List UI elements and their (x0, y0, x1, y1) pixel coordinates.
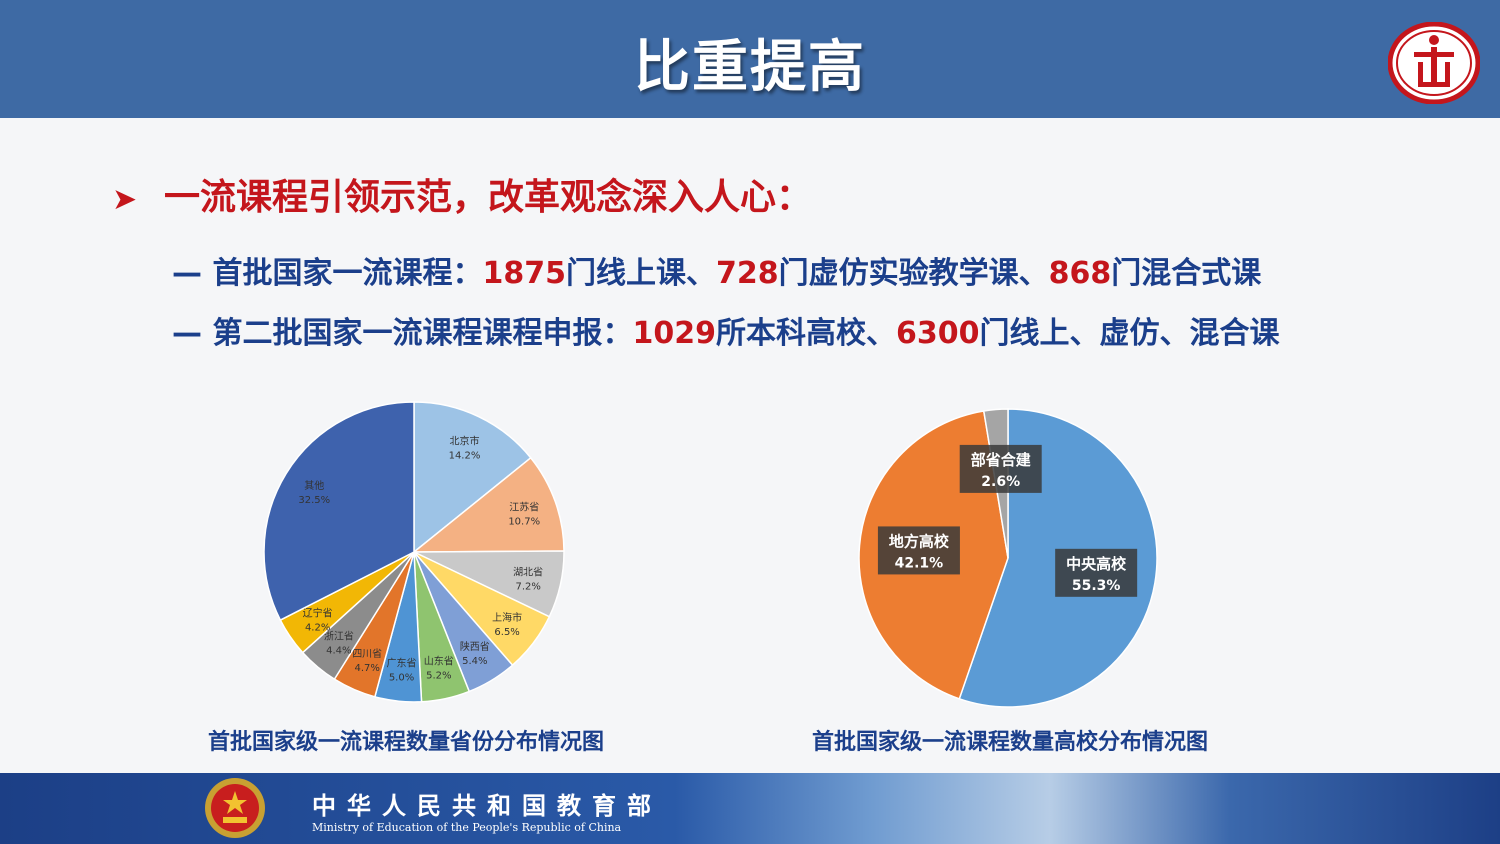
slice-label-2: 湖北省 (513, 566, 543, 579)
pie-slice-1 (411, 456, 565, 553)
part: 第二批国家一流课程课程申报： (212, 316, 633, 351)
slice-label-10: 其他 (304, 479, 324, 492)
university-chart-caption: 首批国家级一流课程数量高校分布情况图 (812, 730, 1209, 755)
slice-value-5: 5.2% (426, 670, 451, 681)
number: 1875 (482, 256, 566, 291)
slice-value-8: 4.4% (326, 646, 351, 657)
slice-value-10: 32.5% (298, 495, 330, 506)
slice-value-6: 5.0% (389, 672, 414, 683)
part: 门虚仿实验教学课、 (778, 256, 1049, 291)
province-chart-caption: 首批国家级一流课程数量省份分布情况图 (208, 730, 605, 755)
slice-label-5: 山东省 (424, 654, 454, 667)
slice-label-0: 北京市 (449, 434, 479, 447)
pie-slice-0 (413, 401, 532, 554)
svg-text:部省合建: 部省合建 (971, 451, 1032, 469)
ministry-name-cn: 中华人民共和国教育部 (312, 791, 662, 820)
national-emblem-icon (205, 778, 265, 838)
bullet-heading: ➤ 一流课程引领示范，改革观念深入人心： (112, 168, 812, 220)
svg-text:地方高校: 地方高校 (889, 532, 950, 550)
svg-text:55.3%: 55.3% (1072, 578, 1121, 594)
number: 868 (1048, 256, 1112, 291)
dash: — (172, 256, 202, 291)
slice-label-0: 中央高校 55.3% (1055, 548, 1138, 597)
number: 728 (715, 256, 779, 291)
slice-value-9: 4.2% (305, 622, 330, 633)
number: 6300 (895, 316, 980, 351)
svg-text:2.6%: 2.6% (981, 474, 1020, 490)
part: 门线上、虚仿、混合课 (979, 316, 1280, 351)
part: 首批国家一流课程： (212, 256, 483, 291)
slice-label-6: 广东省 (387, 656, 417, 669)
footer-banner: 中华人民共和国教育部 Ministry of Education of the … (0, 773, 1500, 844)
arrow-bullet-icon: ➤ (112, 182, 138, 217)
slice-label-3: 上海市 (492, 611, 522, 624)
pie-slice-10 (263, 401, 415, 622)
svg-text:中央高校: 中央高校 (1066, 555, 1127, 573)
slice-label-2: 部省合建 2.6% (959, 444, 1042, 493)
ministry-name-en: Ministry of Education of the People's Re… (312, 821, 622, 834)
part: 门混合式课 (1111, 256, 1262, 291)
slice-label-8: 浙江省 (324, 630, 354, 643)
header-bar: 比重提高 (0, 0, 1500, 118)
page-title: 比重提高 (634, 35, 866, 100)
slice-value-3: 6.5% (494, 627, 519, 638)
slice-value-0: 14.2% (449, 450, 481, 461)
part: 门线上课、 (565, 256, 716, 291)
slice-label-4: 陕西省 (460, 640, 490, 653)
sub-line-1: — 首批国家一流课程：1875门线上课、728门虚仿实验教学课、868门混合式课 (172, 248, 1261, 292)
slice-label-7: 四川省 (352, 647, 382, 660)
dash: — (172, 316, 202, 351)
university-pie-chart: 中央高校 55.3% 地方高校 42.1% 部省合建 2.6% (858, 408, 1158, 708)
number: 1029 (632, 316, 716, 351)
slice-label-9: 辽宁省 (303, 606, 333, 619)
slice-value-7: 4.7% (354, 663, 379, 674)
bullet-text: 一流课程引领示范，改革观念深入人心： (164, 177, 813, 218)
svg-text:42.1%: 42.1% (895, 555, 944, 571)
sub-line-2: — 第二批国家一流课程课程申报：1029所本科高校、6300门线上、虚仿、混合课 (172, 308, 1279, 352)
part: 所本科高校、 (715, 316, 896, 351)
province-pie-chart: 北京市 14.2% 江苏省 10.7% 湖北省 7.2% 上海市 6.5% 陕西省 5.4% 山东省… (263, 401, 565, 703)
slice-value-2: 7.2% (515, 582, 540, 593)
slice-label-1: 地方高校 42.1% (877, 526, 960, 575)
university-logo-icon (1388, 22, 1480, 104)
slice-label-1: 江苏省 (509, 501, 539, 514)
slice-value-4: 5.4% (462, 656, 487, 667)
slice-value-1: 10.7% (508, 517, 540, 528)
